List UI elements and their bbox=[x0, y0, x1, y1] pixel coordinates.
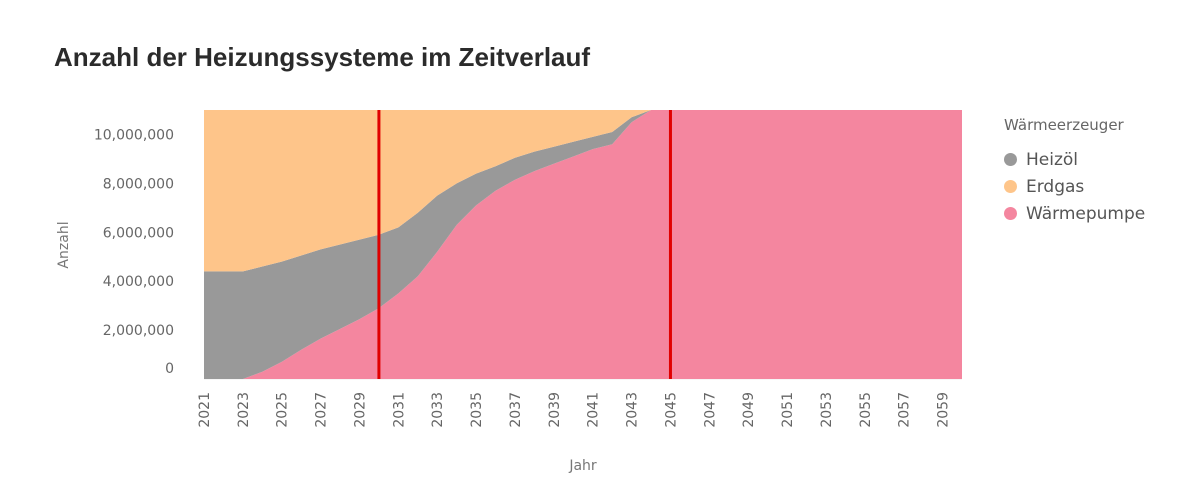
legend-label-waermepumpe: Wärmepumpe bbox=[1026, 203, 1146, 224]
legend-swatch-waermepumpe bbox=[1004, 207, 1017, 220]
x-tick-label-2035: 2035 bbox=[469, 392, 485, 428]
legend-label-erdgas: Erdgas bbox=[1026, 176, 1085, 197]
legend-label-heizoel: Heizöl bbox=[1026, 149, 1079, 170]
legend-swatch-erdgas bbox=[1004, 180, 1017, 193]
x-tick-label-2053: 2053 bbox=[819, 392, 835, 428]
area-erdgas[interactable] bbox=[204, 110, 962, 272]
x-tick-label-2021: 2021 bbox=[197, 392, 213, 428]
legend-swatch-heizoel bbox=[1004, 153, 1017, 166]
y-axis-label: Anzahl bbox=[56, 221, 72, 268]
x-tick-label-2029: 2029 bbox=[353, 392, 369, 428]
x-tick-label-2049: 2049 bbox=[741, 392, 757, 428]
y-tick-label-4: 8,000,000 bbox=[103, 176, 174, 192]
x-tick-label-2051: 2051 bbox=[780, 392, 796, 428]
legend-item-erdgas[interactable]: Erdgas bbox=[1004, 173, 1145, 200]
x-tick-label-2043: 2043 bbox=[625, 392, 641, 428]
x-tick-label-2027: 2027 bbox=[314, 392, 330, 428]
y-tick-label-1: 2,000,000 bbox=[103, 323, 174, 339]
legend: Wärmeerzeuger Heizöl Erdgas Wärmepumpe bbox=[1004, 116, 1145, 227]
stacked-areas bbox=[204, 110, 962, 379]
x-tick-label-2031: 2031 bbox=[391, 392, 407, 428]
x-tick-label-2057: 2057 bbox=[897, 392, 913, 428]
y-tick-label-3: 6,000,000 bbox=[103, 225, 174, 241]
chart-title: Anzahl der Heizungssysteme im Zeitverlau… bbox=[54, 42, 591, 72]
x-tick-label-2059: 2059 bbox=[936, 392, 952, 428]
area-w-rmepumpe[interactable] bbox=[204, 110, 962, 379]
legend-item-waermepumpe[interactable]: Wärmepumpe bbox=[1004, 200, 1145, 227]
x-tick-label-2025: 2025 bbox=[275, 392, 291, 428]
x-tick-label-2045: 2045 bbox=[664, 392, 680, 428]
legend-title: Wärmeerzeuger bbox=[1004, 116, 1124, 134]
x-tick-label-2047: 2047 bbox=[702, 392, 718, 428]
x-axis-label: Jahr bbox=[568, 458, 597, 474]
y-tick-label-5: 10,000,000 bbox=[94, 127, 174, 143]
x-tick-label-2039: 2039 bbox=[547, 392, 563, 428]
x-tick-label-2033: 2033 bbox=[430, 392, 446, 428]
x-axis-ticks: 2021 2023 2025 2027 2029 2031 2033 2035 2037 2039… bbox=[197, 392, 952, 428]
x-tick-label-2055: 2055 bbox=[858, 392, 874, 428]
legend-item-heizoel[interactable]: Heizöl bbox=[1004, 146, 1145, 173]
y-axis-ticks: 0 2,000,000 4,000,000 6,000,000 8,000,000 10,… bbox=[94, 127, 174, 377]
y-tick-label-0: 0 bbox=[165, 361, 174, 377]
x-tick-label-2023: 2023 bbox=[236, 392, 252, 428]
vertical-markers bbox=[377, 110, 672, 379]
area-heiz-l[interactable] bbox=[204, 110, 962, 379]
x-tick-label-2041: 2041 bbox=[586, 392, 602, 428]
y-tick-label-2: 4,000,000 bbox=[103, 274, 174, 290]
x-tick-label-2037: 2037 bbox=[508, 392, 524, 428]
